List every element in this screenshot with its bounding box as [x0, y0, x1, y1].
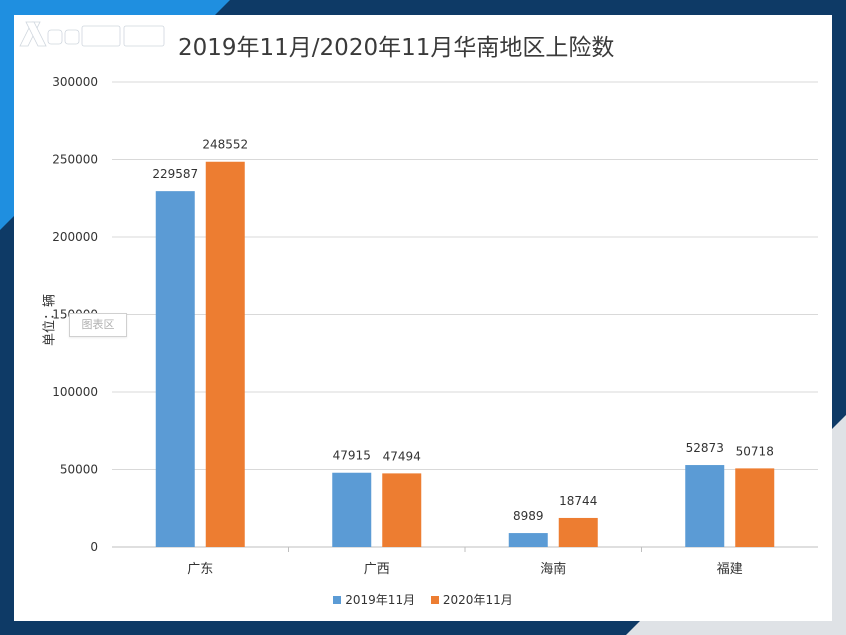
data-label: 47915	[333, 449, 371, 463]
bar	[332, 472, 372, 547]
brand-logo	[19, 21, 165, 47]
bar	[508, 533, 548, 547]
chart-title: 2019年11月/2020年11月华南地区上险数	[178, 35, 615, 61]
data-label: 47494	[383, 449, 421, 463]
legend-label-2019: 2019年11月	[345, 593, 416, 607]
y-tick-label: 200000	[52, 230, 98, 244]
data-label: 52873	[686, 441, 724, 455]
bar	[382, 473, 422, 547]
bar	[685, 465, 725, 547]
x-tick-label: 广东	[187, 562, 213, 577]
chart-area-tag: 图表区	[69, 313, 127, 337]
x-tick-label: 海南	[540, 561, 566, 577]
legend-label-2020: 2020年11月	[442, 593, 513, 607]
y-tick-label: 50000	[60, 463, 98, 477]
legend-item-2019[interactable]: 2019年11月	[333, 591, 415, 608]
legend-swatch-2019	[333, 596, 342, 604]
legend: 2019年11月 2020年11月	[0, 591, 846, 608]
bar	[558, 517, 598, 547]
data-label: 8989	[513, 509, 544, 523]
y-tick-label: 300000	[52, 75, 98, 89]
bar	[735, 468, 775, 547]
legend-item-2020[interactable]: 2020年11月	[430, 591, 513, 608]
bar	[205, 161, 245, 548]
data-label: 18744	[559, 494, 597, 508]
x-tick-label: 福建	[717, 562, 743, 577]
y-tick-label: 250000	[52, 153, 98, 167]
data-label: 50718	[736, 444, 774, 458]
y-tick-label: 0	[90, 540, 98, 554]
bar	[155, 191, 195, 548]
data-label: 248552	[202, 138, 248, 152]
data-label: 229587	[152, 167, 198, 181]
x-tick-label: 广西	[364, 562, 390, 577]
y-tick-label: 100000	[52, 385, 98, 399]
legend-swatch-2020	[430, 596, 439, 604]
